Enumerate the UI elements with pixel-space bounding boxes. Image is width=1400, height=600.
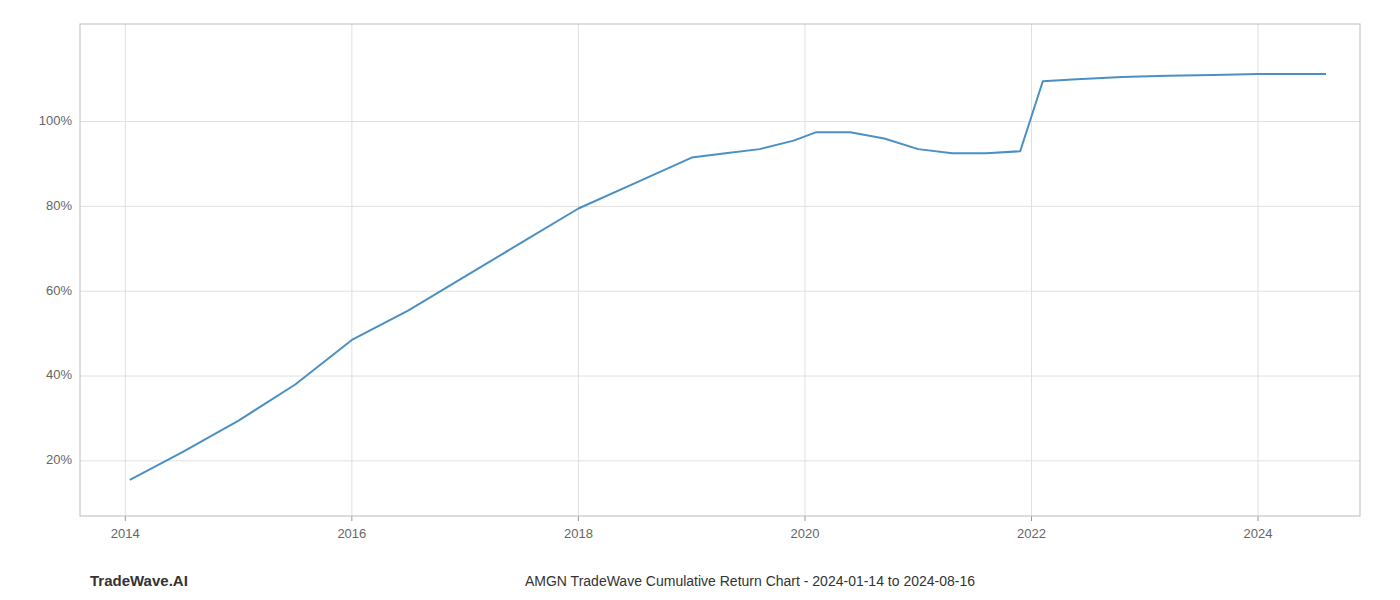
x-tick	[578, 516, 579, 521]
chart: 20% 40% 60% 80% 100% 2014 2016 2018 2020 2022 2024…	[0, 0, 1400, 600]
title: AMGN TradeWave Cumulative Return Chart -…	[525, 573, 975, 589]
y-grid-line	[80, 291, 1360, 292]
y-grid-line	[80, 206, 1360, 207]
x-grid-line	[804, 24, 805, 516]
y-grid-line	[80, 460, 1360, 461]
x-tick	[804, 516, 805, 521]
axes: 20% 40% 60% 80% 100% 2014 2016 2018 2020 2022 2024	[39, 24, 1360, 541]
x-tick	[1258, 516, 1259, 521]
x-tick-label: 2022	[1017, 526, 1046, 541]
y-tick-label: 60%	[46, 283, 72, 298]
x-grid-line	[578, 24, 579, 516]
y-tick-label: 80%	[46, 198, 72, 213]
x-tick	[351, 516, 352, 521]
x-grid-line	[1258, 24, 1259, 516]
x-tick	[125, 516, 126, 521]
y-grid-line	[80, 121, 1360, 122]
x-tick-label: 2020	[790, 526, 819, 541]
x-tick-label: 2014	[111, 526, 140, 541]
x-tick-label: 2016	[337, 526, 366, 541]
x-grid-line	[1031, 24, 1032, 516]
series	[130, 74, 1326, 480]
plot-frame	[80, 24, 1360, 516]
y-tick-label: 40%	[46, 367, 72, 382]
y-tick-label: 20%	[46, 452, 72, 467]
x-grid-line	[125, 24, 126, 516]
x-tick-label: 2018	[564, 526, 593, 541]
y-tick-label: 100%	[39, 113, 73, 128]
grid	[80, 24, 1360, 516]
x-tick	[1031, 516, 1032, 521]
y-grid-line	[80, 376, 1360, 377]
watermark: TradeWave.AI	[90, 572, 188, 589]
x-tick-label: 2024	[1244, 526, 1273, 541]
x-grid-line	[351, 24, 352, 516]
line	[130, 74, 1326, 480]
